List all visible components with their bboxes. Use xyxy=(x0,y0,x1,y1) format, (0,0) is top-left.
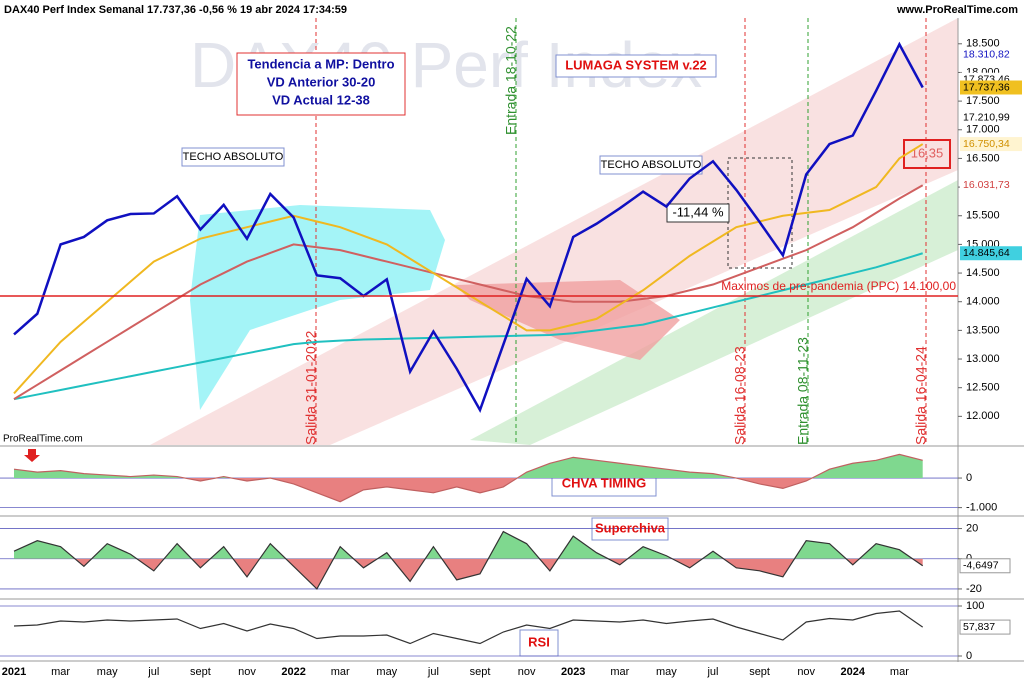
last-tag-label: 57,837 xyxy=(963,621,995,633)
text-box xyxy=(236,52,406,116)
price-tag xyxy=(960,178,1022,193)
x-tick-label: 2023 xyxy=(561,666,585,678)
y-tick-label: 0 xyxy=(966,472,972,484)
title-box xyxy=(555,54,717,78)
series-line xyxy=(13,143,924,395)
price-tag xyxy=(960,137,1022,152)
channel-upper xyxy=(150,18,958,445)
annotation: Entrada 08-11-23 xyxy=(795,337,811,445)
panel-title: CHVA TIMING xyxy=(562,475,647,490)
x-tick-label: may xyxy=(656,666,677,678)
label-box xyxy=(666,203,730,223)
y-tick-label: -20 xyxy=(966,583,982,595)
ppc-label: Maximos de pre-pandemia (PPC) 14.100,00 xyxy=(721,279,956,293)
series-line xyxy=(13,530,924,590)
y-tick-label: 15.500 xyxy=(966,210,1000,222)
x-tick-label: mar xyxy=(610,666,629,678)
series-line xyxy=(13,453,923,503)
area-negative xyxy=(184,478,813,502)
last-tag-label: -4,6497 xyxy=(963,560,999,572)
label-box xyxy=(903,139,951,169)
y-tick-label: 14.500 xyxy=(966,267,1000,279)
box-line: VD Anterior 30-20 xyxy=(267,74,376,89)
x-tick-label: sept xyxy=(470,666,491,678)
y-tick-label: -1.000 xyxy=(966,502,997,514)
cloud xyxy=(190,205,445,410)
annotation: Salida 16-04-24 xyxy=(913,346,929,445)
y-tick-label: 14.000 xyxy=(966,296,1000,308)
panel-title: RSI xyxy=(528,634,550,649)
annotation: Entrada 18-10-22 xyxy=(503,26,519,135)
price-tag-label: 16.750,34 xyxy=(963,138,1010,150)
y-tick-label: 13.500 xyxy=(966,324,1000,336)
y-tick-label: 0 xyxy=(966,650,972,662)
box-line: Tendencia a MP: Dentro xyxy=(247,56,394,71)
annotation: 16,35 xyxy=(911,145,944,160)
x-tick-label: 2024 xyxy=(841,666,866,678)
y-tick-label: 20 xyxy=(966,522,978,534)
logo: ProRealTime.com xyxy=(3,434,83,445)
x-tick-label: jul xyxy=(427,666,439,678)
x-tick-label: may xyxy=(97,666,118,678)
label-box xyxy=(181,147,285,167)
area-positive xyxy=(14,454,923,479)
last-tag xyxy=(959,558,1011,574)
price-tag xyxy=(960,110,1022,125)
x-tick-label: mar xyxy=(890,666,909,678)
title-box xyxy=(591,517,669,541)
series-line xyxy=(13,184,924,400)
x-tick-label: may xyxy=(376,666,397,678)
x-tick-label: jul xyxy=(147,666,159,678)
y-tick-label: 17.500 xyxy=(966,95,1000,107)
series-line xyxy=(13,252,923,401)
markers xyxy=(315,18,927,445)
y-tick-label: 13.000 xyxy=(966,353,1000,365)
x-tick-label: jul xyxy=(706,666,718,678)
x-tick-label: nov xyxy=(797,666,815,678)
price-tag-label: 18.310,82 xyxy=(963,48,1010,60)
x-tick-label: nov xyxy=(518,666,536,678)
y-tick-label: 100 xyxy=(966,600,984,612)
panel-title: Superchiva xyxy=(595,520,666,535)
price-tag xyxy=(960,246,1022,261)
price-tag-label: 14.845,64 xyxy=(963,247,1010,259)
x-tick-label: 2022 xyxy=(281,666,305,678)
price-tag-label: 17.210,99 xyxy=(963,111,1010,123)
series-line xyxy=(13,41,924,414)
x-tick-label: nov xyxy=(238,666,256,678)
x-tick-label: sept xyxy=(190,666,211,678)
channel-lower xyxy=(470,180,958,445)
series-line xyxy=(13,610,924,645)
label-box xyxy=(599,155,703,175)
x-tick-label: sept xyxy=(749,666,770,678)
header-site: www.ProRealTime.com xyxy=(896,4,1018,16)
price-tag-label: 16.031,73 xyxy=(963,179,1010,191)
annotation: Salida 16-08-23 xyxy=(732,346,748,445)
cloud-red xyxy=(455,280,680,360)
area-negative xyxy=(14,558,923,589)
arrow xyxy=(24,449,40,462)
y-tick-label: 12.000 xyxy=(966,410,1000,422)
box-line: VD Actual 12-38 xyxy=(272,92,370,107)
annotation: Salida 31-01-2022 xyxy=(303,330,319,445)
price-tag xyxy=(960,47,1022,62)
x-tick-label: 2021 xyxy=(2,666,26,678)
header-title: DAX40 Perf Index Semanal 17.737,36 -0,56… xyxy=(4,4,347,16)
x-tick-label: mar xyxy=(51,666,70,678)
chart-title: LUMAGA SYSTEM v.22 xyxy=(565,57,707,72)
annotation: TECHO ABSOLUTO xyxy=(601,159,702,171)
y-tick-label: 17.000 xyxy=(966,124,1000,136)
price-tag-label: 17.737,36 xyxy=(963,81,1010,93)
annotation: TECHO ABSOLUTO xyxy=(183,151,284,163)
y-tick-label: 12.500 xyxy=(966,382,1000,394)
y-tick-label: 18.500 xyxy=(966,38,1000,50)
x-tick-label: mar xyxy=(331,666,350,678)
price-tag xyxy=(960,80,1022,95)
annotation: -11,44 % xyxy=(672,204,724,219)
area-positive xyxy=(14,531,913,559)
last-tag xyxy=(959,619,1011,635)
y-tick-label: 16.500 xyxy=(966,152,1000,164)
